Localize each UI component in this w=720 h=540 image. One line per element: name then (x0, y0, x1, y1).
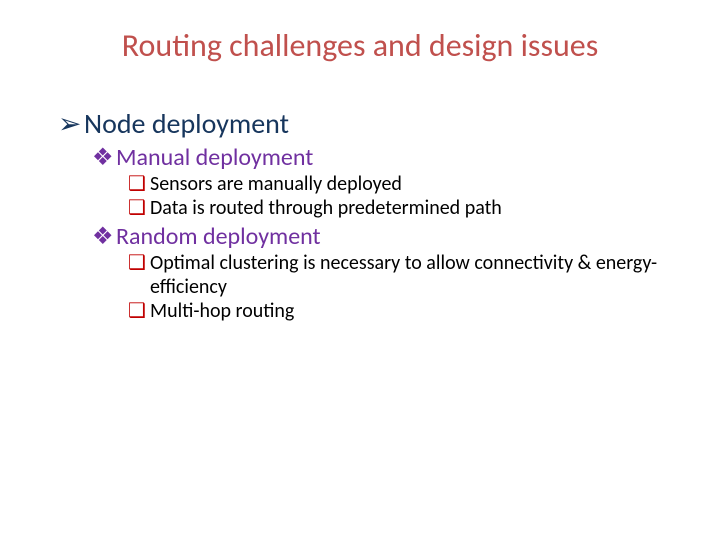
square-icon: ❑ (128, 172, 150, 196)
diamond-icon: ❖ (92, 143, 116, 172)
l3-item: ❑Sensors are manually deployed (128, 172, 662, 196)
l3-text: Data is routed through predetermined pat… (150, 196, 502, 220)
slide: Routing challenges and design issues ➢No… (0, 0, 720, 540)
l3-text: Sensors are manually deployed (150, 172, 402, 196)
l2-item: ❖Manual deployment (92, 143, 662, 172)
slide-content: ➢Node deployment ❖Manual deployment ❑Sen… (58, 100, 662, 323)
l1-text: Node deployment (84, 106, 289, 141)
square-icon: ❑ (128, 251, 150, 275)
l3-item: ❑Multi-hop routing (128, 299, 662, 323)
square-icon: ❑ (128, 196, 150, 220)
l2-text: Manual deployment (116, 143, 313, 172)
slide-title: Routing challenges and design issues (0, 26, 720, 65)
l2-item: ❖Random deployment (92, 222, 662, 251)
square-icon: ❑ (128, 299, 150, 323)
l1-item: ➢Node deployment (58, 106, 662, 141)
l2-text: Random deployment (116, 222, 321, 251)
diamond-icon: ❖ (92, 222, 116, 251)
l3-item: ❑Optimal clustering is necessary to allo… (128, 251, 662, 299)
l3-text: Optimal clustering is necessary to allow… (150, 251, 657, 299)
l3-item: ❑Data is routed through predetermined pa… (128, 196, 662, 220)
arrow-icon: ➢ (58, 106, 84, 141)
l3-text: Multi-hop routing (150, 299, 294, 323)
